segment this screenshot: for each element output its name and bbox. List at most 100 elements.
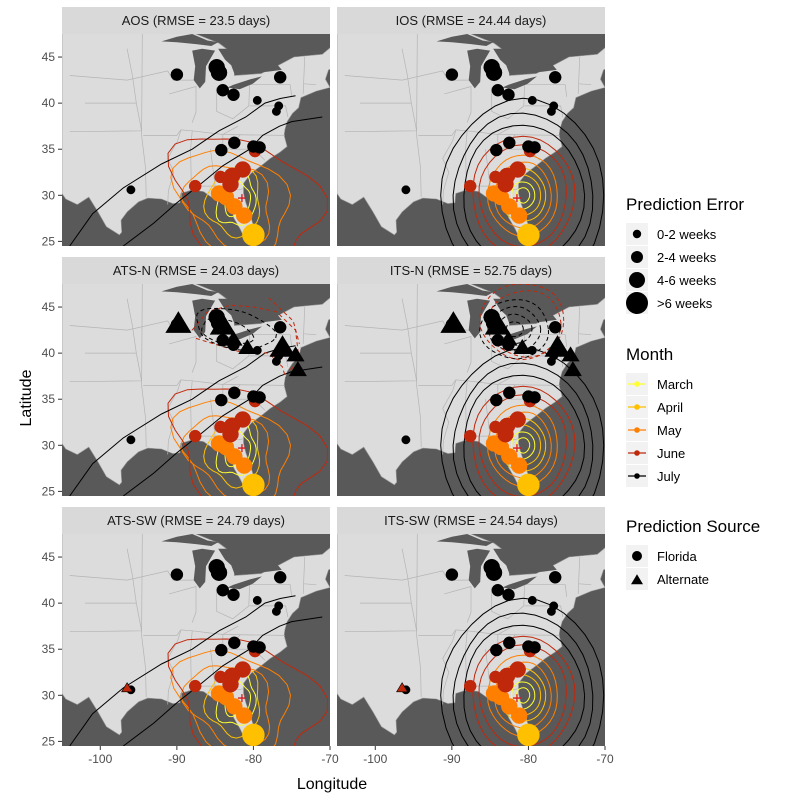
contour-june	[268, 297, 300, 345]
florida-point	[491, 83, 505, 97]
panel-itssw: ITS-SW (RMSE = 24.54 days)	[337, 507, 605, 746]
contour-july	[463, 624, 586, 746]
contour-july	[440, 597, 605, 746]
alternate-point	[484, 313, 511, 335]
florida-point	[215, 143, 228, 157]
state-border	[303, 583, 317, 586]
state-border	[344, 70, 469, 81]
origin-marker	[237, 194, 246, 203]
state-border	[167, 380, 182, 455]
florida-point	[273, 571, 287, 584]
state-border	[444, 336, 472, 373]
florida-point	[528, 391, 541, 404]
legend-month-label: June	[657, 446, 685, 461]
contour-june	[167, 638, 329, 746]
y-tick-label: 45	[42, 300, 56, 314]
great-lake	[467, 548, 491, 589]
legend-title-error: Prediction Error	[626, 195, 744, 214]
facet-strip	[62, 7, 330, 34]
legend-title-month: Month	[626, 345, 673, 364]
great-lake	[502, 576, 537, 590]
contour-july	[122, 616, 323, 746]
alternate-point	[396, 682, 409, 693]
florida-point	[502, 88, 515, 102]
facet-panels: AOS (RMSE = 23.5 days) IOS (RMSE = 24.44 …	[62, 7, 605, 746]
legend-month-dot	[634, 473, 640, 479]
florida-point	[242, 223, 265, 246]
florida-point	[234, 411, 251, 428]
contour-july	[69, 95, 296, 246]
florida-point	[527, 595, 537, 605]
state-border	[190, 630, 193, 691]
florida-point	[445, 68, 459, 81]
y-tick-label: 45	[42, 50, 56, 64]
florida-point	[228, 636, 241, 650]
great-lake	[218, 48, 253, 76]
state-border	[524, 584, 568, 597]
florida-point	[485, 185, 503, 202]
state-border	[344, 570, 469, 581]
great-lake	[227, 576, 262, 590]
contour-june	[478, 284, 565, 361]
facet-strip	[62, 507, 330, 534]
state-border	[143, 379, 285, 386]
florida-point	[490, 643, 503, 657]
contour-march	[511, 681, 536, 710]
contour-may	[180, 665, 271, 746]
state-border	[416, 534, 422, 698]
state-border	[302, 56, 306, 94]
legend-month-dot	[634, 450, 640, 456]
legend-month-label: July	[657, 469, 681, 484]
florida-point	[216, 583, 230, 597]
florida-point	[463, 429, 477, 443]
great-lake	[227, 76, 262, 90]
florida-point	[503, 386, 516, 400]
x-tick-label: -90	[168, 752, 186, 766]
florida-point	[483, 558, 500, 576]
florida-point	[517, 723, 540, 746]
florida-point	[517, 223, 540, 246]
state-border	[167, 630, 182, 705]
legend-month-dot	[634, 427, 640, 433]
legend-source-circle	[632, 551, 642, 561]
panel-atssw: ATS-SW (RMSE = 24.79 days)	[62, 507, 330, 746]
state-border	[249, 584, 293, 597]
great-lake	[493, 48, 528, 76]
great-lake	[436, 284, 494, 296]
state-border	[578, 583, 592, 586]
florida-point	[252, 595, 262, 605]
state-border	[524, 84, 568, 97]
x-tick-label: -100	[88, 752, 112, 766]
florida-point	[548, 71, 562, 84]
x-tick-label: -70	[321, 752, 339, 766]
state-border	[143, 129, 285, 136]
state-border	[69, 70, 194, 81]
state-border	[141, 34, 147, 198]
state-border	[210, 149, 216, 187]
legend-source-triangle	[631, 574, 643, 585]
origin-marker	[512, 444, 521, 453]
state-border	[444, 86, 472, 123]
x-tick-label: -80	[520, 752, 538, 766]
contour-april	[203, 168, 261, 239]
great-lake	[218, 298, 253, 326]
panel-itsn: ITS-N (RMSE = 52.75 days)	[337, 257, 605, 496]
florida-point	[208, 58, 225, 76]
florida-point	[549, 601, 559, 611]
florida-point	[242, 723, 265, 746]
state-border	[216, 84, 250, 120]
contour-july	[69, 595, 296, 746]
contour-july	[69, 345, 296, 496]
florida-point	[485, 685, 503, 702]
x-tick-label: -80	[245, 752, 263, 766]
state-border	[577, 56, 581, 94]
legend-error-label: >6 weeks	[657, 296, 713, 311]
state-border	[578, 83, 592, 86]
legend-month-dot	[634, 381, 640, 387]
legend-error-symbol	[626, 292, 648, 314]
great-lake	[218, 548, 253, 576]
state-border	[69, 570, 194, 581]
state-border	[210, 399, 216, 437]
alternate-point	[238, 338, 257, 354]
